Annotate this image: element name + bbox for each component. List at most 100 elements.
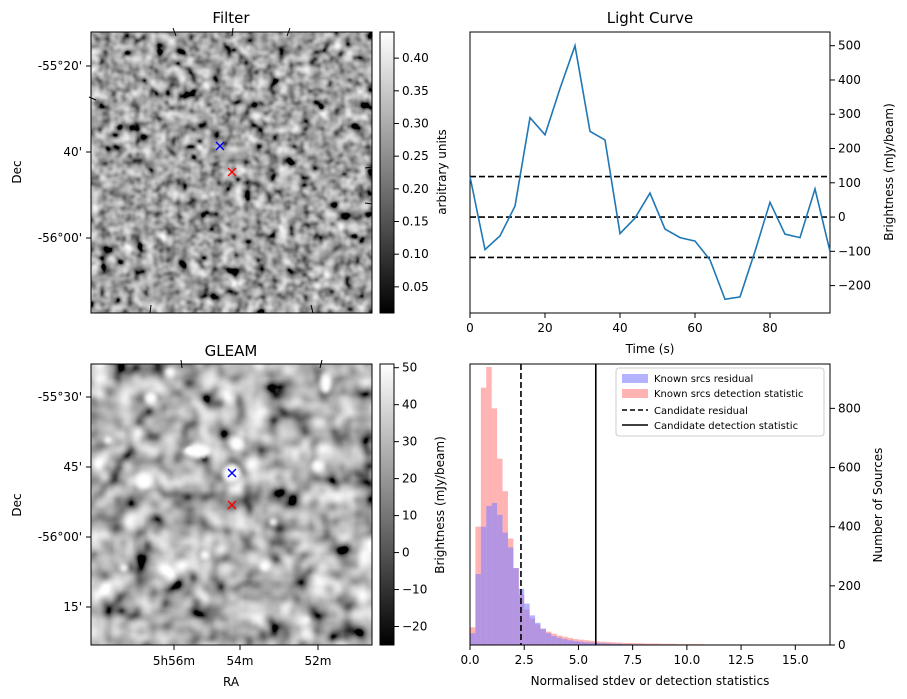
histogram-bar	[470, 633, 476, 645]
histogram-bar	[632, 643, 639, 645]
colorbar-tick-label: −20	[402, 620, 427, 634]
histogram-bar	[556, 637, 563, 645]
histogram-y-tick-label: 0	[838, 638, 846, 652]
gleam-y-ticks: -55°30' 45' -56°00' 15'	[38, 390, 91, 614]
filter-y-ticks: -55°20' 40' -56°00'	[38, 59, 91, 245]
histogram-bar	[621, 642, 628, 645]
filter-ylabel: Dec	[10, 160, 24, 183]
filter-colorbar-ticks: 0.05 0.10 0.15 0.20 0.25 0.30 0.35 0.40	[394, 51, 429, 294]
colorbar-tick-label: 30	[402, 435, 417, 449]
histogram-bar	[480, 387, 487, 645]
lightcurve-y-tick-label: −100	[838, 244, 871, 258]
gleam-x-tick-label: 54m	[227, 654, 254, 668]
lightcurve-axes	[469, 31, 831, 314]
filter-blue-marker	[215, 141, 225, 151]
lightcurve-y-tick-label: 100	[838, 176, 861, 190]
colorbar-tick-label: 0.35	[402, 84, 429, 98]
colorbar-tick-label: 10	[402, 509, 417, 523]
histogram-bar	[551, 636, 557, 645]
histogram-y-tick-label: 600	[838, 461, 861, 475]
histogram-xlabel: Normalised stdev or detection statistics	[531, 674, 770, 688]
filter-frame	[90, 31, 373, 314]
lightcurve-x-tick-label: 0	[466, 321, 474, 335]
histogram-x-tick-label: 5.0	[569, 653, 588, 667]
colorbar-tick-label: 0.15	[402, 215, 429, 229]
histogram-bar	[486, 505, 492, 645]
filter-frame-ticks	[88, 27, 373, 314]
histogram-bar	[491, 503, 498, 645]
colorbar-tick-label: 40	[402, 398, 417, 412]
legend-box	[615, 367, 825, 437]
histogram-y-tick-label: 400	[838, 520, 861, 534]
lightcurve-x-tick-label: 20	[537, 321, 552, 335]
histogram-bar	[610, 642, 617, 645]
histogram-ylabel: Number of Sources	[871, 448, 885, 563]
lightcurve-y-tick-label: 300	[838, 107, 861, 121]
gleam-x-ticks: 5h56m 54m 52m	[153, 645, 332, 668]
histogram-bar	[578, 641, 584, 645]
histogram-frame	[469, 363, 831, 646]
histogram-bar	[529, 615, 536, 645]
histogram-bar	[513, 568, 519, 645]
lightcurve-y-tick-label: −200	[838, 279, 871, 293]
lightcurve-y-tick-label: 0	[838, 210, 846, 224]
gleam-x-tick-label: 52m	[305, 654, 332, 668]
lightcurve-x-tick-label: 40	[612, 321, 627, 335]
histogram-y-tick-label: 200	[838, 579, 861, 593]
histogram-bar	[638, 643, 644, 645]
filter-title: Filter	[212, 9, 250, 27]
gleam-bright-sources	[104, 367, 332, 624]
histogram-x-tick-label: 10.0	[674, 653, 701, 667]
lightcurve-ylabel: Brightness (mJy/beam)	[882, 103, 896, 241]
histogram-bar	[480, 526, 487, 645]
lightcurve-hlines	[470, 175, 830, 259]
lightcurve-series-line	[469, 42, 831, 301]
histogram-x-tick-label: 7.5	[623, 653, 642, 667]
legend-swatch-residual	[622, 374, 648, 383]
filter-red-marker	[227, 167, 237, 177]
gleam-ylabel: Dec	[10, 493, 24, 516]
lightcurve-title: Light Curve	[607, 9, 693, 27]
gleam-blue-marker	[227, 468, 237, 478]
histogram-bar	[535, 622, 541, 645]
histogram-bar	[583, 642, 590, 645]
histogram-vlines	[520, 364, 597, 645]
gleam-red-marker	[227, 500, 237, 510]
histogram-x-ticks: 0.0 2.5 5.0 7.5 10.0 12.5 15.0	[460, 645, 809, 667]
gleam-xlabel: RA	[223, 675, 240, 689]
lightcurve-x-tick-label: 60	[687, 321, 702, 335]
gleam-y-tick-label: -56°00'	[38, 530, 82, 544]
legend-label-candidate-detection: Candidate detection statistic	[654, 421, 798, 432]
filter-markers	[215, 141, 237, 177]
histogram-y-ticks: 0 200 400 600 800	[830, 401, 861, 652]
histogram-bar	[654, 643, 660, 645]
histogram-bar	[605, 643, 611, 645]
histogram-bars	[470, 366, 817, 645]
filter-y-tick-label: -55°20'	[38, 59, 82, 73]
lightcurve-y-ticks: −200 −100 0 100 200 300 400 500	[830, 39, 871, 293]
histogram-bar	[670, 643, 677, 645]
histogram-bar	[497, 514, 503, 645]
gleam-colorbar-ticks: −20 −10 0 10 20 30 40 50	[394, 361, 427, 634]
legend-label-residual: Known srcs residual	[654, 374, 753, 385]
histogram-bar	[627, 642, 633, 645]
filter-y-tick-label: 40'	[63, 145, 82, 159]
histogram-x-tick-label: 0.0	[460, 653, 479, 667]
gleam-frame-ticks	[180, 359, 323, 369]
gleam-frame	[90, 363, 373, 646]
histogram-y-tick-label: 800	[838, 401, 861, 415]
colorbar-tick-label: 0.25	[402, 149, 429, 163]
histogram-bar	[610, 643, 617, 645]
lightcurve-y-tick-label: 500	[838, 39, 861, 53]
lightcurve-x-tick-label: 80	[762, 321, 777, 335]
histogram-bar	[573, 641, 579, 645]
colorbar-tick-label: 0.05	[402, 280, 429, 294]
histogram-bar	[594, 642, 601, 645]
colorbar-tick-label: 0.20	[402, 182, 429, 196]
histogram-bar	[545, 633, 552, 645]
gleam-x-tick-label: 5h56m	[153, 654, 195, 668]
colorbar-tick-label: −10	[402, 583, 427, 597]
filter-y-tick-label: -56°00'	[38, 231, 82, 245]
gleam-y-tick-label: 15'	[63, 600, 82, 614]
